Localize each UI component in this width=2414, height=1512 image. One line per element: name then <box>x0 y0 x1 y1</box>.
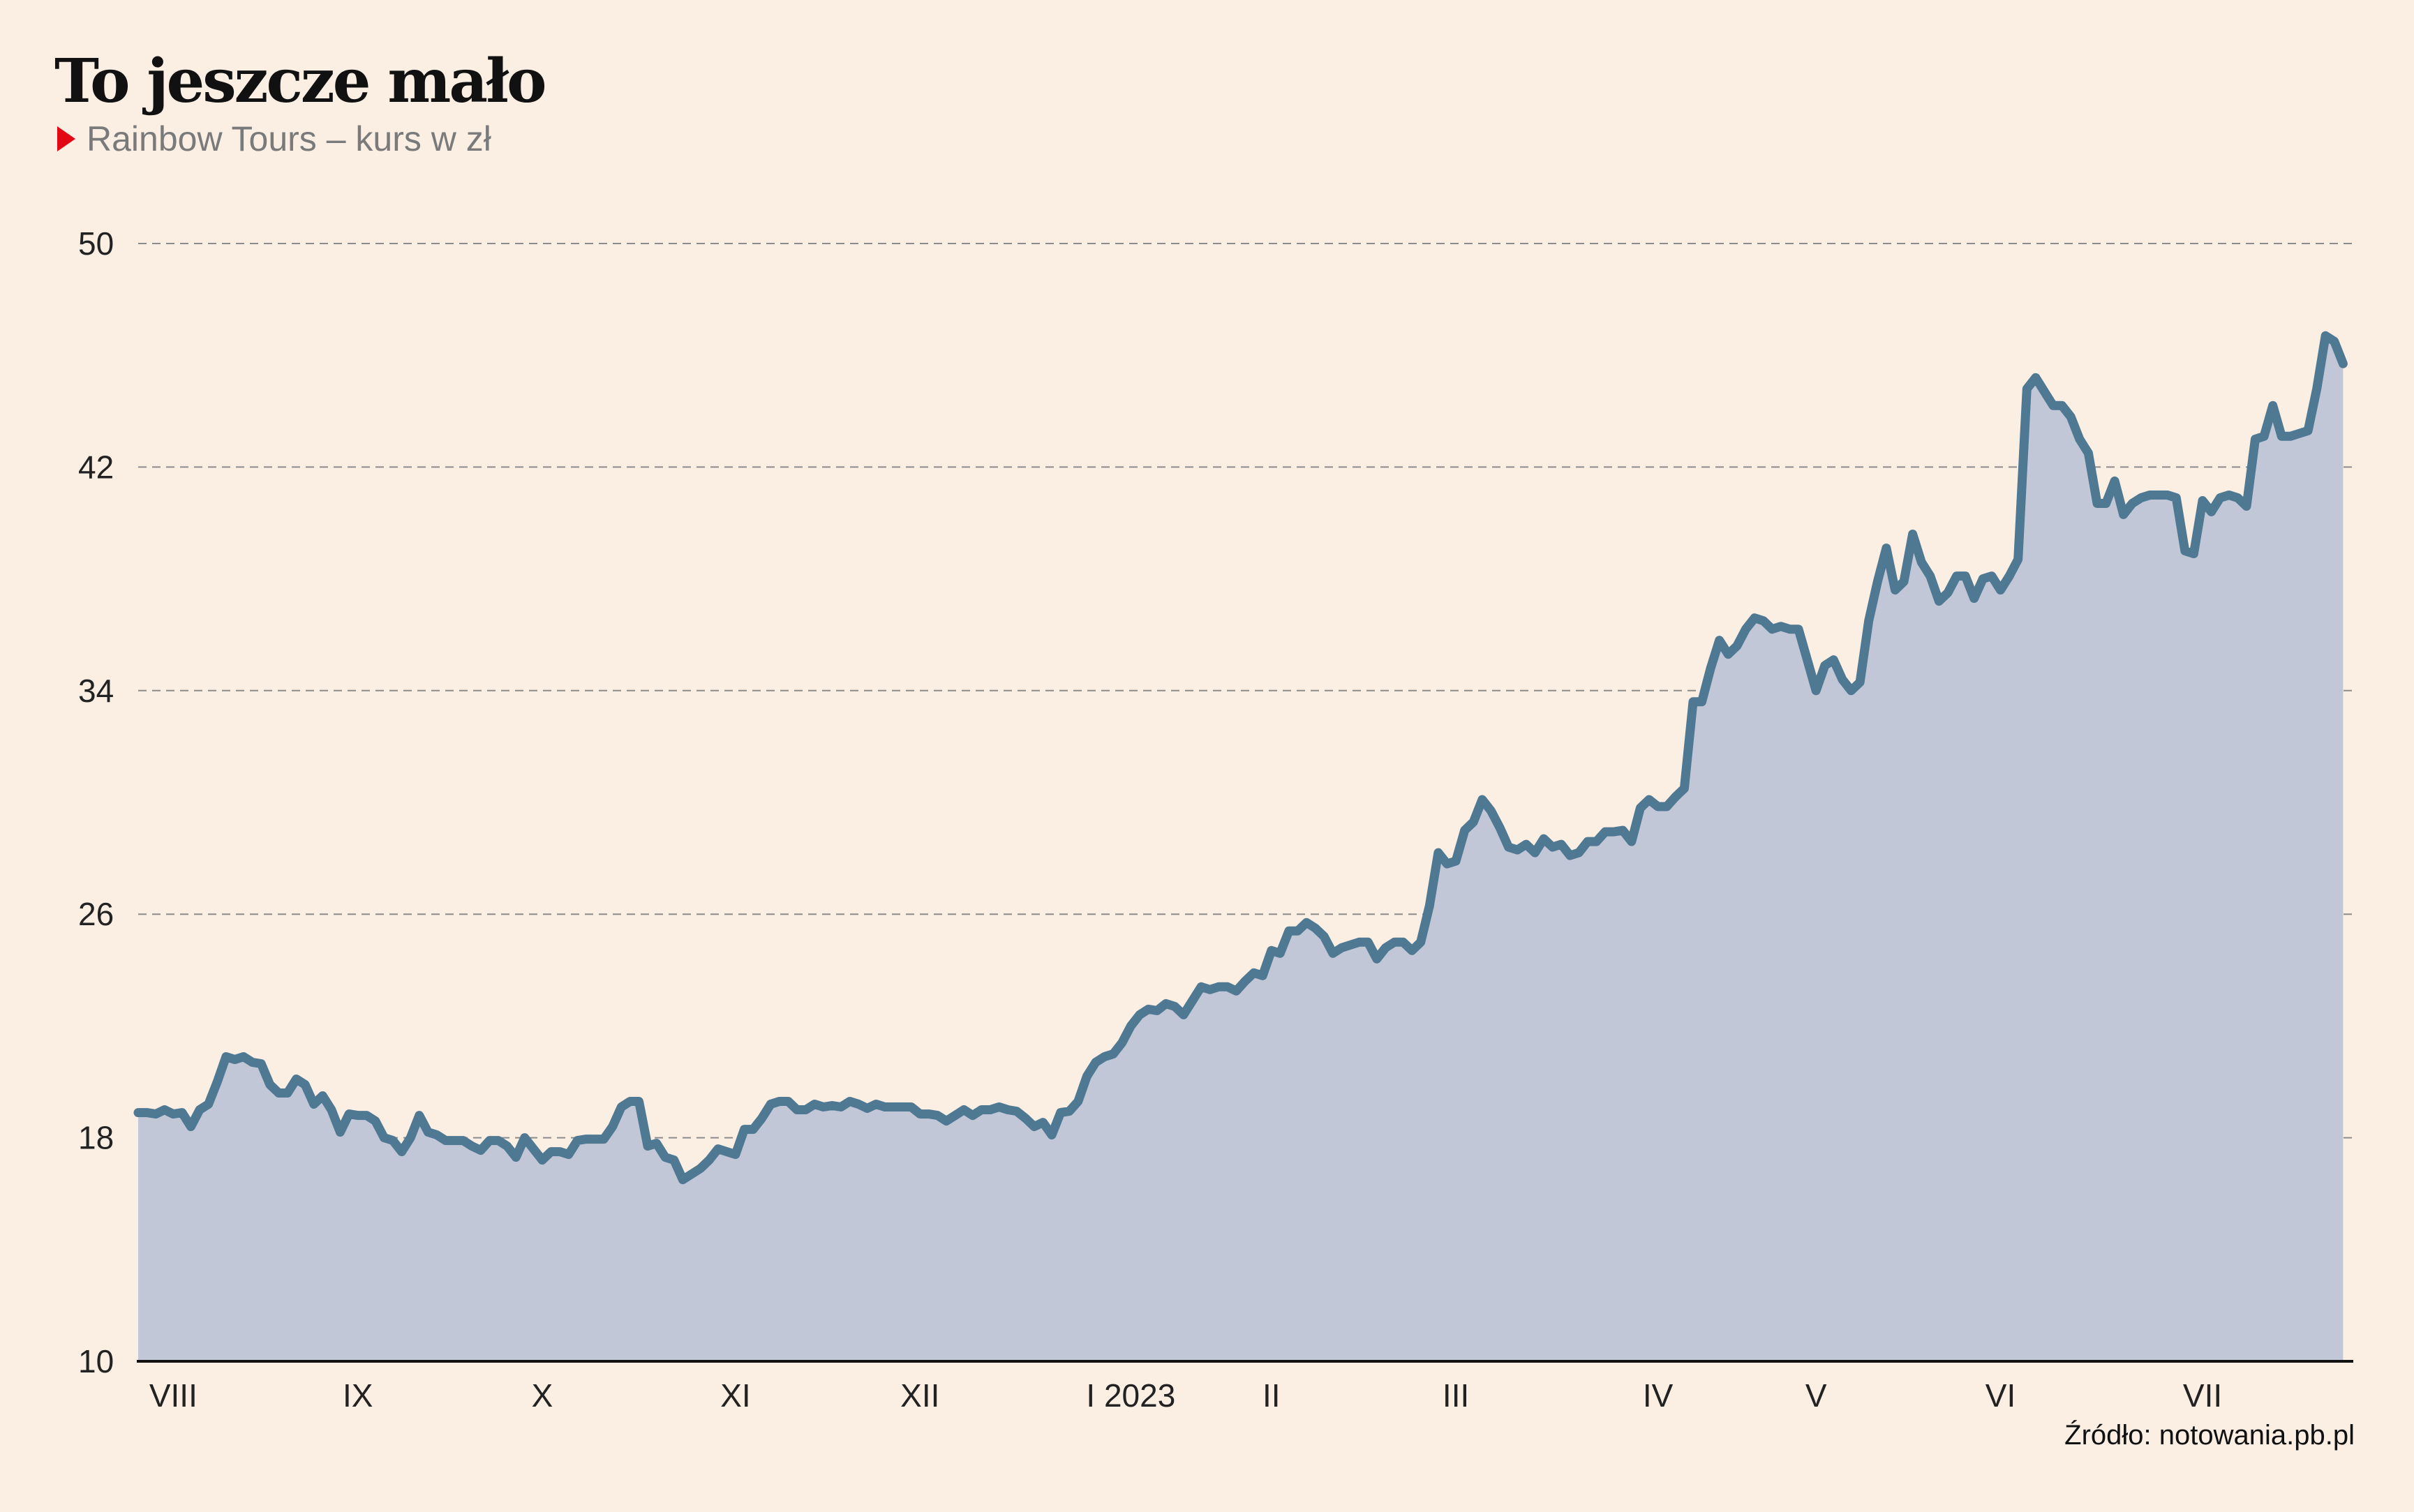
x-tick-label: III <box>1443 1377 1469 1414</box>
y-tick-label: 50 <box>78 225 114 262</box>
triangle-marker-icon <box>57 126 75 151</box>
area-layer <box>138 336 2344 1362</box>
x-tick-label: X <box>532 1377 553 1414</box>
x-tick-label: XI <box>720 1377 750 1414</box>
y-tick-labels: 10 18 26 34 42 50 <box>78 225 114 1379</box>
x-tick-label: VI <box>1985 1377 2016 1414</box>
y-tick-label: 18 <box>78 1120 114 1156</box>
x-tick-label: I 2023 <box>1086 1377 1175 1414</box>
line-layer <box>133 331 2348 1185</box>
x-tick-label: VIII <box>149 1377 198 1414</box>
x-tick-label: IX <box>343 1377 373 1414</box>
x-tick-label: V <box>1805 1377 1827 1414</box>
y-tick-label: 34 <box>78 673 114 709</box>
x-tick-label: IV <box>1643 1377 1674 1414</box>
chart-title: To jeszcze mało <box>54 46 547 117</box>
y-tick-label: 10 <box>78 1343 114 1379</box>
chart-subtitle: Rainbow Tours – kurs w zł <box>57 119 491 159</box>
y-tick-label: 26 <box>78 896 114 932</box>
price-area <box>138 336 2344 1362</box>
y-tick-label: 42 <box>78 449 114 485</box>
x-tick-labels: VIII IX X XI XII I 2023 II III IV V VI VII <box>149 1377 2222 1414</box>
x-tick-label: VII <box>2183 1377 2222 1414</box>
source-note: Źródło: notowania.pb.pl <box>2064 1420 2355 1451</box>
x-tick-label: XII <box>900 1377 939 1414</box>
x-tick-label: II <box>1262 1377 1281 1414</box>
price-line <box>133 331 2348 1185</box>
subtitle-text: Rainbow Tours – kurs w zł <box>87 119 491 158</box>
